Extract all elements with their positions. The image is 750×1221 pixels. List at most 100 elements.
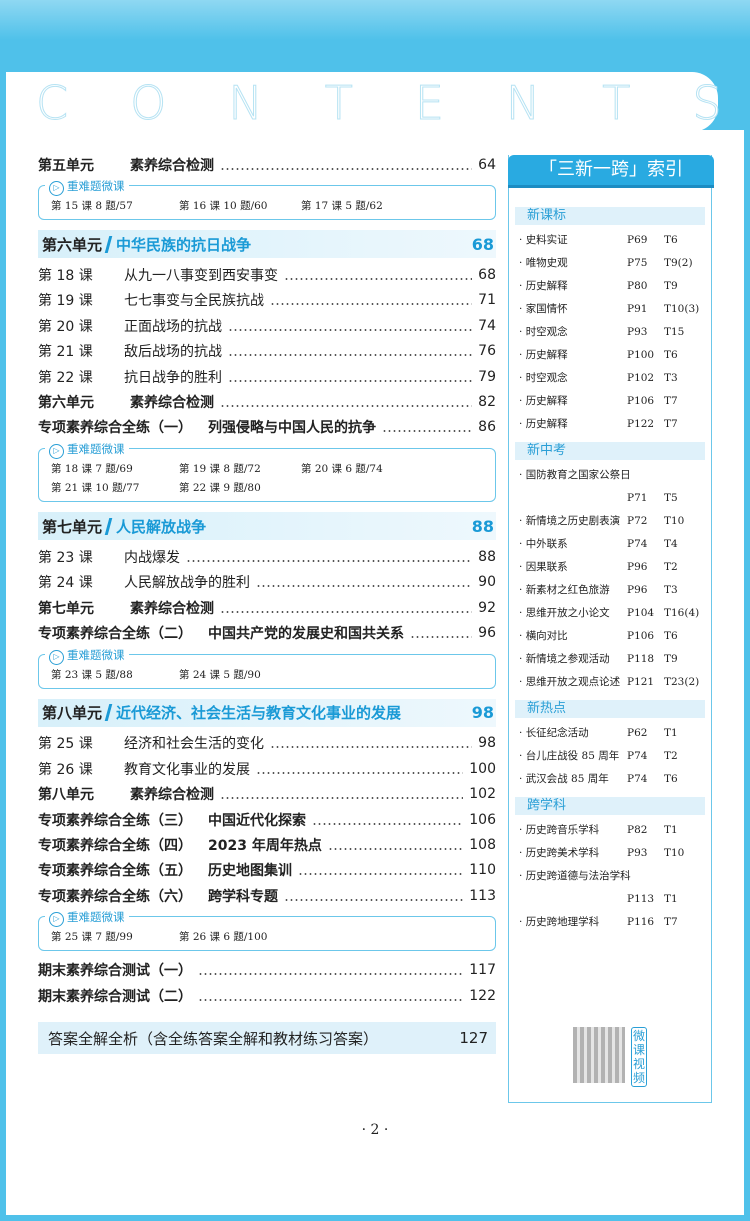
index-ref: P74 T2 [627, 745, 705, 768]
microlesson-label: 重难题微课 [45, 441, 129, 460]
index-ref: P72 T10 [627, 510, 705, 533]
qr-code [573, 1027, 625, 1083]
microlesson-item: 第 18 课 7 题/69 [51, 463, 133, 476]
index-task: T9 [664, 653, 678, 665]
index-page: P93 [627, 326, 648, 338]
toc-entry: 专项素养综合全练（四） 2023 年周年热点 108 [38, 832, 496, 857]
entry-title: 七七事变与全民族抗战 [124, 293, 264, 310]
entry-page: 113 [469, 887, 496, 904]
index-task: T10(3) [664, 303, 700, 315]
entry-page: 117 [469, 962, 496, 979]
microlesson-label: 重难题微课 [45, 178, 129, 197]
toc-entry: 第 25 课 经济和社会生活的变化 98 [38, 731, 496, 756]
index-task: T6 [664, 234, 678, 246]
index-ref: P113 T1 [627, 888, 705, 911]
entry-label: 第 20 课 [38, 318, 93, 335]
entry-title: 中国近代化探索 [208, 812, 306, 829]
index-page: P96 [627, 561, 648, 573]
entry-page: 74 [478, 317, 496, 334]
entry-title: 人民解放战争的胜利 [124, 575, 250, 592]
index-ref: P102 T3 [627, 367, 705, 390]
toc-entry: 第 24 课 人民解放战争的胜利 90 [38, 570, 496, 595]
index-page: P100 [627, 349, 655, 361]
entry-title: 经济和社会生活的变化 [124, 736, 264, 753]
index-item-text: 台儿庄战役 85 周年 [519, 745, 627, 768]
index-item-text: 因果联系 [519, 556, 627, 579]
entry-page: 88 [478, 548, 496, 565]
dot-leader [220, 167, 473, 170]
entry-page: 108 [469, 836, 496, 853]
index-page: P122 [627, 418, 655, 430]
index-page: P91 [627, 303, 648, 315]
unit-label: 第六单元 [42, 235, 103, 254]
dot-leader [228, 328, 473, 331]
toc-entry: 第 22 课 抗日战争的胜利 79 [38, 364, 496, 389]
index-ref: P91 T10(3) [627, 298, 705, 321]
index-task: T15 [664, 326, 685, 338]
index-item-text: 历史跨地理学科 [519, 911, 627, 934]
index-item-text: 史料实证 [519, 229, 627, 252]
index-ref: P80 T9 [627, 275, 705, 298]
index-page: P96 [627, 584, 648, 596]
index-ref: P93 T15 [627, 321, 705, 344]
index-page: P118 [627, 653, 655, 665]
index-task: T9 [664, 280, 678, 292]
dot-leader [327, 847, 464, 850]
index-panel: 「三新一跨」索引 新课标史料实证P69T6唯物史观P75T9(2)历史解释P80… [508, 155, 714, 1103]
toc-entry: 第 26 课 教育文化事业的发展 100 [38, 756, 496, 781]
entry-label: 第八单元 [38, 787, 94, 804]
toc-entry: 专项素养综合全练（六） 跨学科专题 113 [38, 883, 496, 908]
index-ref: P106 T6 [627, 625, 705, 648]
index-item-text: 新情境之历史剧表演 [519, 510, 627, 533]
index-ref: P121 T23(2) [627, 671, 705, 694]
index-item: 国防教育之国家公祭日 P71 T5 [515, 464, 705, 510]
microlesson-item: 第 22 课 9 题/80 [179, 482, 261, 495]
index-item-text: 历史解释 [519, 413, 627, 436]
entry-page: 76 [478, 343, 496, 360]
dot-leader [228, 379, 473, 382]
dot-leader [284, 278, 473, 281]
dot-leader [312, 822, 464, 825]
entry-label: 第 21 课 [38, 344, 93, 361]
toc-entry: 第五单元 素养综合检测 64 [38, 152, 496, 177]
dot-leader [228, 354, 473, 357]
toc-entry: 第六单元 素养综合检测 82 [38, 389, 496, 414]
index-page: P74 [627, 773, 648, 785]
index-task: T6 [664, 349, 678, 361]
index-page: P75 [627, 257, 648, 269]
entry-title: 正面战场的抗战 [124, 318, 222, 335]
unit-title: 近代经济、社会生活与教育文化事业的发展 [116, 704, 402, 723]
header: CONTENTS [6, 72, 722, 132]
unit-page: 98 [471, 703, 494, 723]
index-item-text: 历史跨美术学科 [519, 842, 627, 865]
toc-entry: 专项素养综合全练（二） 中国共产党的发展史和国共关系 96 [38, 620, 496, 645]
index-task: T3 [664, 372, 678, 384]
entry-page: 68 [478, 267, 496, 284]
microlesson-item: 第 16 课 10 题/60 [179, 200, 268, 213]
microlesson-item: 第 23 课 5 题/88 [51, 668, 133, 681]
index-page: P62 [627, 727, 648, 739]
index-page: P82 [627, 824, 648, 836]
entry-title: 从九一八事变到西安事变 [124, 268, 278, 285]
toc-entry: 第八单元 素养综合检测 102 [38, 781, 496, 806]
toc-entry: 第 20 课 正面战场的抗战 74 [38, 313, 496, 338]
toc-entry: 专项素养综合全练（三） 中国近代化探索 106 [38, 807, 496, 832]
index-item-text: 时空观念 [519, 367, 627, 390]
index-groups: 新课标史料实证P69T6唯物史观P75T9(2)历史解释P80T9家国情怀P91… [515, 201, 705, 934]
entry-title: 敌后战场的抗战 [124, 344, 222, 361]
index-item-text: 唯物史观 [519, 252, 627, 275]
index-item-text: 中外联系 [519, 533, 627, 556]
entry-page: 122 [469, 987, 496, 1004]
entry-page: 98 [478, 735, 496, 752]
index-group-name: 新课标 [515, 207, 705, 225]
index-ref: P74 T6 [627, 768, 705, 791]
entry-title: 素养综合检测 [130, 787, 214, 804]
